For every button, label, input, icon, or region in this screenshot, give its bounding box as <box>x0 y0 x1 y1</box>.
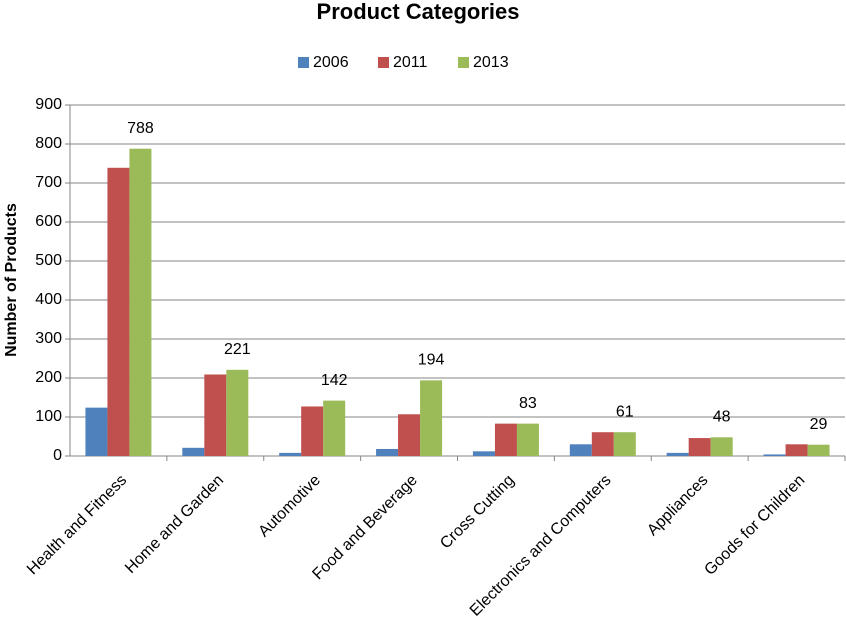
bar <box>785 444 808 456</box>
bar <box>472 451 495 456</box>
y-tick-label: 500 <box>35 252 62 269</box>
y-axis-title: Number of Products <box>3 203 20 357</box>
bar <box>710 437 733 456</box>
bar <box>807 444 830 456</box>
data-label: 194 <box>418 352 445 369</box>
bar <box>666 452 689 456</box>
bar <box>323 400 346 456</box>
y-tick-label: 900 <box>35 96 62 113</box>
y-tick-label: 800 <box>35 135 62 152</box>
legend-swatch <box>378 57 389 68</box>
data-label: 221 <box>224 341 251 358</box>
legend-label: 2011 <box>393 54 428 71</box>
y-tick-label: 200 <box>35 369 62 386</box>
bar <box>398 414 421 456</box>
x-tick-label: Home and Garden <box>122 472 227 577</box>
data-label: 61 <box>616 403 634 420</box>
data-label: 788 <box>127 120 154 137</box>
x-tick-label: Cross Cutting <box>437 472 518 553</box>
bar <box>494 423 517 456</box>
y-tick-label: 0 <box>53 447 62 464</box>
chart-title: Product Categories <box>317 0 520 24</box>
bar <box>613 432 636 456</box>
y-tick-label: 300 <box>35 330 62 347</box>
legend-swatch <box>298 57 309 68</box>
y-tick-label: 400 <box>35 291 62 308</box>
legend-label: 2006 <box>313 54 349 71</box>
bar <box>569 444 592 456</box>
y-tick-label: 600 <box>35 213 62 230</box>
x-tick-label: Appliances <box>644 472 711 539</box>
bar <box>376 448 399 456</box>
bar <box>279 452 302 456</box>
bar <box>763 454 786 456</box>
x-tick-label: Food and Beverage <box>309 472 420 583</box>
legend-label: 2013 <box>473 54 509 71</box>
legend-swatch <box>458 57 469 68</box>
bar <box>301 406 324 456</box>
bar <box>591 432 614 456</box>
bar <box>420 380 443 456</box>
bar <box>516 423 539 456</box>
bar <box>85 407 108 456</box>
x-tick-label: Health and Fitness <box>24 472 130 578</box>
x-tick-label: Goods for Children <box>701 472 808 579</box>
bar <box>129 148 152 456</box>
data-label: 83 <box>519 395 537 412</box>
y-tick-label: 700 <box>35 174 62 191</box>
data-label: 29 <box>810 416 828 433</box>
bar <box>204 374 227 456</box>
bar <box>182 447 205 456</box>
x-tick-label: Automotive <box>255 472 324 541</box>
bar <box>226 369 249 456</box>
bar <box>107 167 130 457</box>
data-label: 142 <box>321 372 348 389</box>
y-tick-label: 100 <box>35 408 62 425</box>
bar <box>688 438 711 456</box>
data-label: 48 <box>713 408 731 425</box>
